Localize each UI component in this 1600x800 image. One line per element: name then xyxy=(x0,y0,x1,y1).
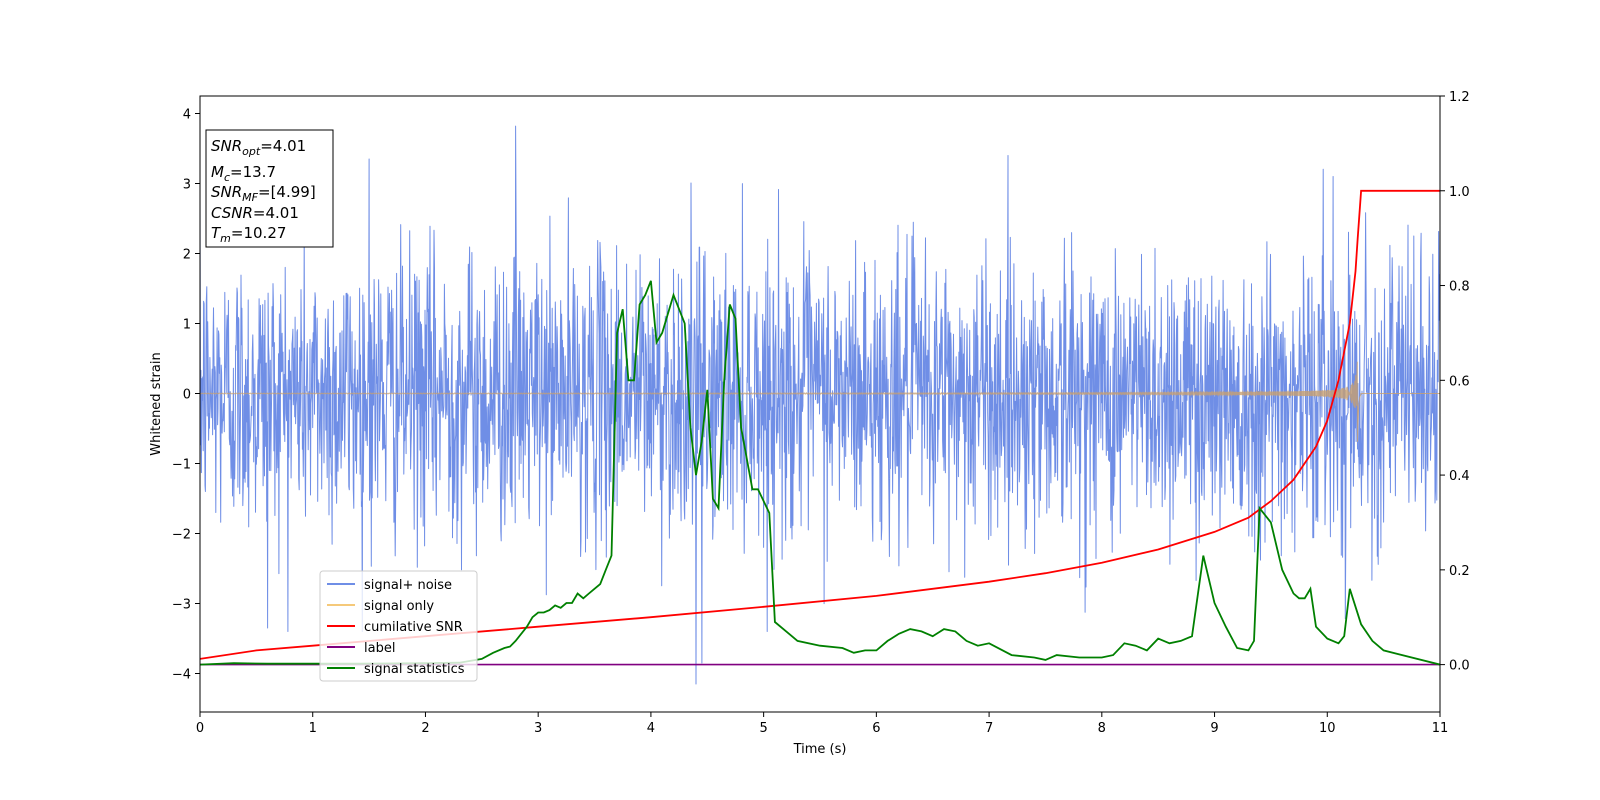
info-box-frame xyxy=(205,129,334,248)
legend-label-cumilative-snr: cumilative SNR xyxy=(364,620,463,635)
y-axis-left: −4 −3 −2 −1 0 1 2 3 4 xyxy=(172,108,200,683)
series-line-signal-noise xyxy=(200,125,1440,685)
plot-frame xyxy=(199,95,1441,713)
y-axis-right: 0.0 0.2 0.4 0.6 0.8 1.0 1.2 xyxy=(1440,90,1470,674)
legend-entry-signal-only: signal only xyxy=(327,599,434,614)
legend-entry-signal-statistics: signal statistics xyxy=(327,662,465,677)
legend-entry-label: label xyxy=(327,641,395,656)
x-axis: 0 1 2 3 4 5 6 7 8 9 10 11 xyxy=(196,712,1448,736)
x-tick-label: 11 xyxy=(1432,721,1449,736)
legend-label-label: label xyxy=(364,641,395,656)
info-csnr: CSNR=4.01 xyxy=(211,204,299,222)
y-left-tick-label: 0 xyxy=(183,388,191,403)
legend-label-signal-noise: signal+ noise xyxy=(364,578,452,593)
y-right-tick-label: 0.6 xyxy=(1449,374,1470,389)
x-tick-label: 1 xyxy=(309,721,317,736)
series-line-signal-only xyxy=(200,361,1440,442)
y-right-tick-label: 1.2 xyxy=(1449,90,1470,105)
y-right-tick-label: 0.2 xyxy=(1449,564,1470,579)
y-right-tick-label: 0.4 xyxy=(1449,469,1470,484)
info-tm-value: 10.27 xyxy=(243,224,286,242)
legend-entry-cumilative-snr: cumilative SNR xyxy=(327,620,463,635)
info-box: SNRopt=4.01 Mc=13.7 SNRMF=[4.99] CSNR=4.… xyxy=(205,129,334,248)
x-axis-title: Time (s) xyxy=(793,742,847,757)
x-tick-label: 4 xyxy=(647,721,655,736)
info-snr-mf: SNRMF=[4.99] xyxy=(211,183,316,204)
x-tick-label: 10 xyxy=(1319,721,1336,736)
info-mc-value: 13.7 xyxy=(243,163,276,181)
y-right-tick-label: 0.0 xyxy=(1449,659,1470,674)
info-snr-opt-value: 4.01 xyxy=(273,137,306,155)
legend-frame xyxy=(319,570,478,682)
x-tick-label: 6 xyxy=(872,721,880,736)
info-csnr-value: 4.01 xyxy=(266,204,299,222)
y-left-tick-label: 3 xyxy=(183,178,191,193)
x-tick-label: 7 xyxy=(985,721,993,736)
legend-label-signal-only: signal only xyxy=(364,599,434,614)
x-tick-label: 3 xyxy=(534,721,542,736)
legend-entry-signal-noise: signal+ noise xyxy=(327,578,452,593)
info-snr-mf-value: [4.99] xyxy=(271,183,316,201)
x-tick-label: 0 xyxy=(196,721,204,736)
y-left-tick-label: −3 xyxy=(172,598,191,613)
x-tick-label: 5 xyxy=(759,721,767,736)
legend: signal+ noise signal only cumilative SNR… xyxy=(319,570,478,682)
info-tm: Tm=10.27 xyxy=(211,224,286,245)
y-left-tick-label: 1 xyxy=(183,318,191,333)
y-left-tick-label: −4 xyxy=(172,668,191,683)
x-tick-label: 2 xyxy=(421,721,429,736)
y-left-tick-label: 4 xyxy=(183,108,191,123)
y-left-tick-label: −2 xyxy=(172,528,191,543)
y-left-tick-label: −1 xyxy=(172,458,191,473)
series-line-cumilative-snr xyxy=(200,189,1440,660)
y-axis-left-title: Whitened strain xyxy=(149,352,164,455)
x-tick-label: 9 xyxy=(1210,721,1218,736)
y-left-tick-label: 2 xyxy=(183,248,191,263)
series-line-signal-statistics xyxy=(200,280,1440,666)
y-right-tick-label: 1.0 xyxy=(1449,185,1470,200)
info-snr-opt: SNRopt=4.01 xyxy=(211,137,306,158)
y-right-tick-label: 0.8 xyxy=(1449,280,1470,295)
legend-label-signal-statistics: signal statistics xyxy=(364,662,465,677)
x-tick-label: 8 xyxy=(1098,721,1106,736)
info-mc: Mc=13.7 xyxy=(211,163,276,184)
